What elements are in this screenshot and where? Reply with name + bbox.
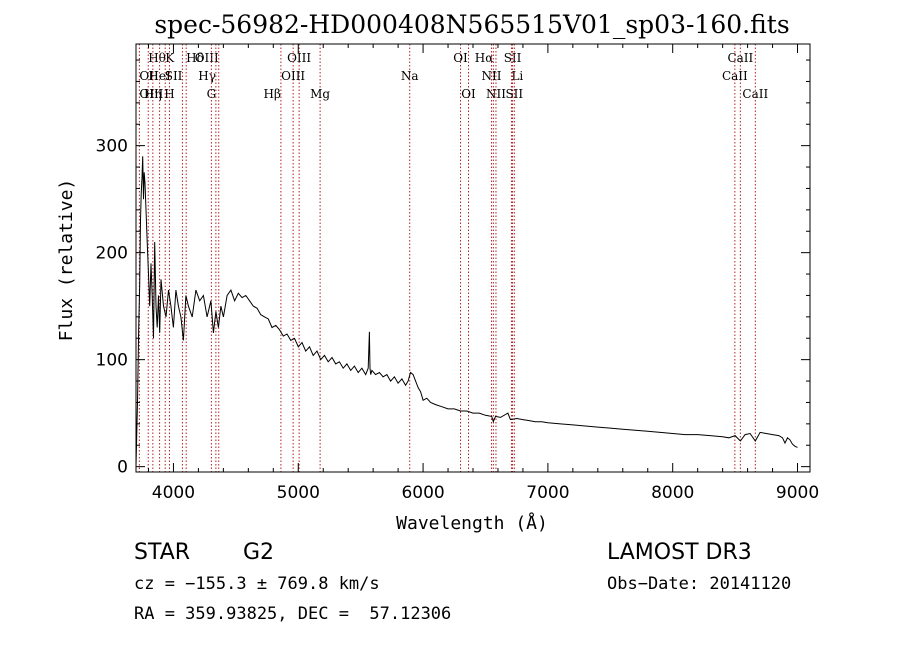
y-tick-label: 200 <box>96 244 128 264</box>
obs-date: Obs−Date: 20141120 <box>607 574 792 594</box>
chart-title: spec-56982-HD000408N565515V01_sp03-160.f… <box>154 10 789 39</box>
subclass: G2 <box>243 540 275 565</box>
x-tick-label: 9000 <box>776 483 819 503</box>
line-marker-label: CaII <box>722 69 748 83</box>
line-marker-label: NII <box>486 87 506 101</box>
coordinates: RA = 359.93825, DEC = 57.12306 <box>134 604 452 624</box>
line-marker-label: Hα <box>475 51 494 65</box>
line-marker-label: CaII <box>742 87 768 101</box>
line-marker-label: Hγ <box>198 69 216 83</box>
line-marker-label: Hβ <box>264 87 281 101</box>
y-tick-label: 100 <box>96 351 128 371</box>
line-marker-label: NII <box>481 69 501 83</box>
y-tick-label: 300 <box>96 137 128 157</box>
flux-series-line <box>135 156 798 467</box>
line-marker-label: OI <box>461 87 476 101</box>
x-tick-label: 4000 <box>152 483 195 503</box>
line-marker-label: OII <box>139 69 159 83</box>
x-axis-label: Wavelength (Å) <box>396 512 548 534</box>
line-marker-label: OI <box>453 51 468 65</box>
object-class: STAR <box>134 540 191 565</box>
survey-name: LAMOST DR3 <box>607 540 752 565</box>
y-axis-label: Flux (relative) <box>56 179 77 342</box>
line-marker-label: Hθ <box>148 51 166 65</box>
line-marker-label: Li <box>511 69 523 83</box>
line-marker-label: Hη <box>144 87 162 101</box>
line-marker-label: Mg <box>310 87 330 101</box>
line-marker-label: Na <box>401 69 419 83</box>
x-tick-label: 8000 <box>651 483 694 503</box>
line-marker-label: H <box>164 87 174 101</box>
line-marker-label: SII <box>504 51 522 65</box>
line-marker-label: OIII <box>139 87 163 101</box>
line-marker-label: HeI <box>148 69 171 83</box>
redshift-text: cz = −155.3 ± 769.8 km/s <box>134 574 380 594</box>
x-tick-label: 7000 <box>526 483 569 503</box>
x-tick-label: 6000 <box>401 483 444 503</box>
line-marker-label: OIII <box>287 51 311 65</box>
line-marker-label: SII <box>165 69 183 83</box>
line-markers: HθKHδOIIIOIIIOIHαSIICaIIOIIHeISIIHγOIIIN… <box>138 44 768 472</box>
line-marker-label: SII <box>505 87 523 101</box>
line-marker-label: G <box>207 87 217 101</box>
y-tick-label: 0 <box>117 458 128 478</box>
line-marker-label: Hδ <box>186 51 204 65</box>
line-marker-label: K <box>165 51 175 65</box>
line-marker-label: CaII <box>727 51 753 65</box>
x-tick-label: 5000 <box>277 483 320 503</box>
line-marker-label: OIII <box>281 69 305 83</box>
axis-ticks: 4000 5000 6000 7000 8000 9000 0 100 200 300 <box>96 44 819 503</box>
plot-frame <box>135 43 811 473</box>
line-marker-label: OIII <box>195 51 219 65</box>
